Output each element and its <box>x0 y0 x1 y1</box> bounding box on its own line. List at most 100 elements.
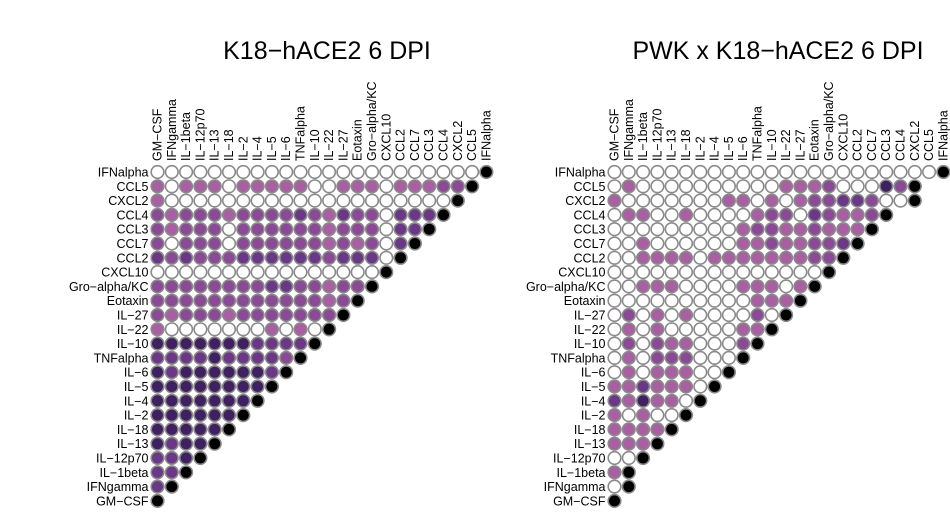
correlation-cell <box>693 222 708 237</box>
correlation-cell <box>707 250 722 265</box>
correlation-cell <box>193 422 208 437</box>
correlation-cell <box>664 250 679 265</box>
diagonal-cell <box>778 307 794 323</box>
correlation-cell <box>750 207 765 222</box>
correlation-cell <box>650 350 665 366</box>
correlation-cell <box>350 164 365 180</box>
correlation-cell <box>307 179 322 194</box>
correlation-cell <box>821 179 837 194</box>
correlation-cell <box>821 193 837 208</box>
row-label: IL−10 <box>117 337 149 351</box>
correlation-cell <box>336 250 351 265</box>
correlation-cell <box>164 293 179 308</box>
correlation-cell <box>393 179 408 194</box>
correlation-cell <box>764 193 779 208</box>
column-label: IL−13 <box>208 129 222 161</box>
diagonal-cell <box>236 408 251 423</box>
correlation-cell <box>293 207 308 222</box>
correlation-cell <box>379 236 394 251</box>
correlation-cell <box>336 279 351 294</box>
correlation-cell <box>707 164 722 180</box>
column-label: CXCL2 <box>908 121 922 161</box>
correlation-cell <box>207 393 222 408</box>
correlation-cell <box>221 322 237 337</box>
correlation-cell <box>407 179 423 194</box>
correlation-cell <box>778 222 794 237</box>
correlation-cell <box>621 422 636 437</box>
correlation-cell <box>150 479 165 494</box>
correlation-cell <box>836 236 851 251</box>
correlation-cell <box>864 193 880 208</box>
correlation-cell <box>236 250 251 265</box>
correlation-cell <box>721 322 737 337</box>
column-label: CCL5 <box>465 129 479 161</box>
column-label: IL−18 <box>679 129 693 161</box>
correlation-cell <box>650 250 665 265</box>
correlation-cell <box>307 193 322 208</box>
correlation-cell <box>436 164 451 180</box>
correlation-cell <box>307 250 322 265</box>
correlation-cell <box>221 236 237 251</box>
diagonal-cell <box>721 365 737 380</box>
correlation-cell <box>236 307 251 323</box>
correlation-cell <box>179 365 194 380</box>
row-label: TNFalpha <box>94 351 149 365</box>
correlation-cell <box>635 422 651 437</box>
correlation-cell <box>322 236 337 251</box>
column-label: Gro−alpha/KC <box>365 81 379 161</box>
correlation-cell <box>164 379 179 394</box>
correlation-cell <box>193 279 208 294</box>
correlation-cell <box>678 236 694 251</box>
correlation-cell <box>193 379 208 394</box>
correlation-cell <box>179 436 194 451</box>
diagonal-cell <box>264 379 280 394</box>
column-label: IL−27 <box>336 129 350 161</box>
correlation-cell <box>678 322 694 337</box>
row-label: CXCL2 <box>565 194 605 208</box>
correlation-cell <box>650 379 665 394</box>
correlation-cell <box>607 450 622 466</box>
correlation-cell <box>807 250 822 265</box>
correlation-cell <box>607 307 622 323</box>
correlation-cell <box>436 193 451 208</box>
correlation-cell <box>721 336 737 351</box>
correlation-cell <box>635 222 651 237</box>
diagonal-cell <box>764 322 779 337</box>
correlation-cell <box>607 193 622 208</box>
correlation-cell <box>250 193 265 208</box>
correlation-cell <box>693 207 708 222</box>
row-label: IL−2 <box>581 409 606 423</box>
row-label: IL−27 <box>117 309 149 323</box>
correlation-cell <box>264 250 280 265</box>
correlation-cell <box>607 322 622 337</box>
column-label: IL−27 <box>793 129 807 161</box>
correlation-cell <box>279 164 294 180</box>
correlation-cell <box>221 336 237 351</box>
correlation-cell <box>864 164 880 180</box>
panel-pwk-k18-hace2: PWK x K18−hACE2 6 DPI GM−CSF IFNgamma IL−1… <box>526 37 950 508</box>
correlation-cell <box>164 465 179 480</box>
correlation-cell <box>707 322 722 337</box>
correlation-cell <box>836 207 851 222</box>
diagonal-cell <box>907 193 922 208</box>
correlation-cell <box>650 222 665 237</box>
diagonal-cell <box>864 222 880 237</box>
correlation-cell <box>193 408 208 423</box>
correlation-cell <box>650 207 665 222</box>
row-label: IL−12p70 <box>553 452 606 466</box>
column-label: CCL7 <box>408 129 422 161</box>
diagonal-cell <box>221 422 237 437</box>
correlation-cell <box>721 307 737 323</box>
correlation-cell <box>150 436 165 451</box>
correlation-cell <box>693 164 708 180</box>
diagonal-cell <box>307 336 322 351</box>
correlation-cell <box>221 408 237 423</box>
correlation-cell <box>678 207 694 222</box>
correlation-cell <box>693 336 708 351</box>
correlation-cell <box>693 179 708 194</box>
column-label: IL−5 <box>722 136 736 161</box>
correlation-cell <box>721 193 737 208</box>
correlation-cell <box>707 293 722 308</box>
correlation-cell <box>264 164 280 180</box>
diagonal-cell <box>293 350 308 366</box>
